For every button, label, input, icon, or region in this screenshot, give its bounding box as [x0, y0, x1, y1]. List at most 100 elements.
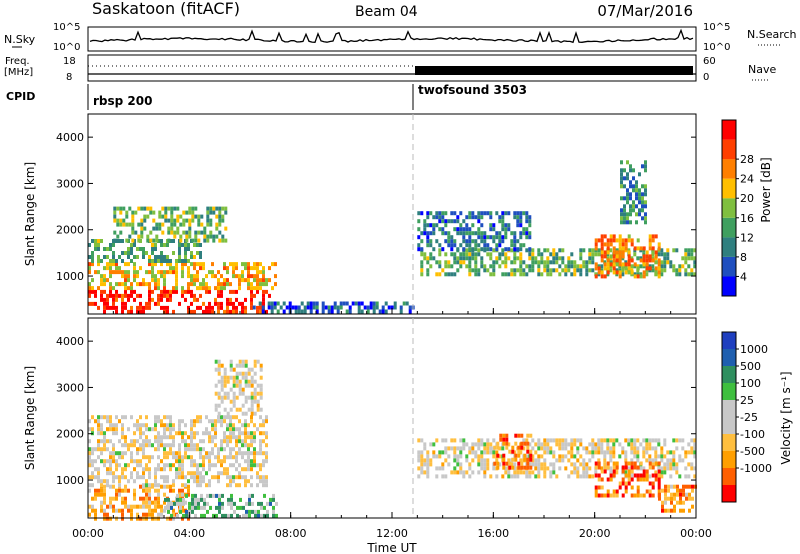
- power-cell: [220, 274, 223, 279]
- power-cell: [113, 238, 117, 243]
- power-cell: [669, 260, 673, 265]
- power-cell: [384, 301, 388, 306]
- power-cell: [525, 264, 529, 269]
- power-cell: [226, 278, 229, 283]
- velocity-cell: [507, 474, 511, 479]
- power-cell: [116, 222, 120, 227]
- power-cell: [297, 305, 301, 310]
- power-cell: [441, 268, 445, 273]
- velocity-cell: [212, 513, 215, 518]
- power-cell: [193, 293, 196, 298]
- velocity-cell: [148, 488, 151, 493]
- power-cell: [181, 289, 184, 294]
- power-cell: [441, 215, 445, 220]
- velocity-cell: [682, 492, 685, 497]
- power-cell: [585, 272, 589, 277]
- velocity-cell: [579, 438, 583, 443]
- velocity-cell: [196, 467, 199, 472]
- velocity-cell: [511, 449, 515, 454]
- velocity-cell: [256, 359, 260, 364]
- power-cell: [495, 235, 499, 240]
- velocity-cell: [148, 492, 151, 497]
- velocity-cell: [176, 501, 179, 506]
- power-cell: [238, 278, 241, 283]
- power-cell: [131, 218, 135, 223]
- velocity-cell: [642, 493, 646, 498]
- velocity-cell: [164, 505, 167, 510]
- power-cell: [447, 239, 451, 244]
- velocity-cell: [208, 431, 211, 436]
- power-cell: [483, 247, 487, 252]
- power-cell: [390, 305, 394, 310]
- power-cell: [342, 301, 346, 306]
- power-cell: [626, 216, 629, 221]
- power-cell: [267, 301, 271, 306]
- velocity-cell: [513, 462, 517, 467]
- velocity-cell: [257, 513, 260, 518]
- velocity-cell: [157, 463, 160, 468]
- power-cell: [203, 238, 207, 243]
- velocity-cell: [133, 467, 136, 472]
- velocity-cell: [118, 479, 121, 484]
- power-cell: [402, 301, 406, 306]
- power-cell: [498, 239, 502, 244]
- velocity-cell: [528, 470, 532, 475]
- velocity-cell: [217, 379, 221, 384]
- velocity-cell: [526, 445, 530, 450]
- velocity-cell: [169, 467, 172, 472]
- velocity-cell: [133, 431, 136, 436]
- velocity-cell: [148, 483, 151, 488]
- power-cell: [555, 252, 559, 257]
- velocity-cell: [181, 455, 184, 460]
- power-cell: [546, 260, 550, 265]
- power-cell: [221, 218, 225, 223]
- power-cell: [651, 264, 655, 269]
- velocity-cell: [496, 461, 500, 466]
- velocity-cell: [190, 423, 193, 428]
- power-cell: [160, 270, 163, 275]
- power-cell: [127, 278, 130, 283]
- velocity-cell: [259, 415, 262, 420]
- power-cell: [633, 246, 637, 251]
- velocity-cell: [202, 467, 205, 472]
- velocity-cell: [247, 455, 250, 460]
- power-cell: [250, 286, 253, 291]
- velocity-cell: [109, 504, 112, 509]
- power-cell: [193, 282, 196, 287]
- power-ytick-label: 3000: [56, 177, 84, 190]
- velocity-cell: [495, 474, 499, 479]
- velocity-cell: [661, 488, 664, 493]
- power-cell: [693, 248, 697, 253]
- velocity-cell: [558, 442, 562, 447]
- power-cell: [483, 211, 487, 216]
- velocity-cell: [220, 439, 223, 444]
- power-cell: [169, 293, 172, 298]
- power-cell: [136, 309, 139, 314]
- velocity-cell: [573, 462, 577, 467]
- power-cell: [276, 301, 280, 306]
- power-cell: [119, 210, 123, 215]
- velocity-cell: [169, 447, 172, 452]
- power-cell: [118, 239, 121, 243]
- velocity-cell: [136, 427, 139, 432]
- power-cell: [459, 231, 463, 236]
- velocity-cell: [112, 504, 115, 509]
- power-cell: [178, 301, 181, 306]
- power-cell: [663, 252, 667, 257]
- cpid-segment-2: twofsound 3503: [418, 83, 527, 97]
- velocity-cell: [139, 443, 142, 448]
- velocity-cell: [265, 483, 268, 488]
- velocity-cell: [603, 450, 607, 455]
- velocity-cell: [624, 481, 628, 486]
- power-cell: [417, 227, 421, 232]
- velocity-cell: [217, 363, 221, 368]
- power-cell: [441, 231, 445, 236]
- velocity-cell: [426, 458, 430, 463]
- power-cell: [306, 301, 310, 306]
- velocity-cell: [672, 462, 676, 467]
- velocity-cell: [100, 439, 103, 444]
- velocity-colorbar-tick-label: 100: [740, 377, 761, 390]
- velocity-cell: [483, 450, 487, 455]
- power-cell: [657, 274, 661, 279]
- velocity-cell: [633, 454, 637, 459]
